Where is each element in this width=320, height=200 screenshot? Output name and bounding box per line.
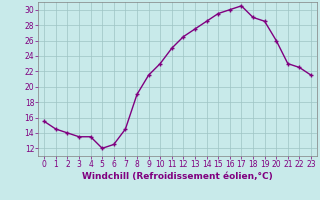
X-axis label: Windchill (Refroidissement éolien,°C): Windchill (Refroidissement éolien,°C)	[82, 172, 273, 181]
